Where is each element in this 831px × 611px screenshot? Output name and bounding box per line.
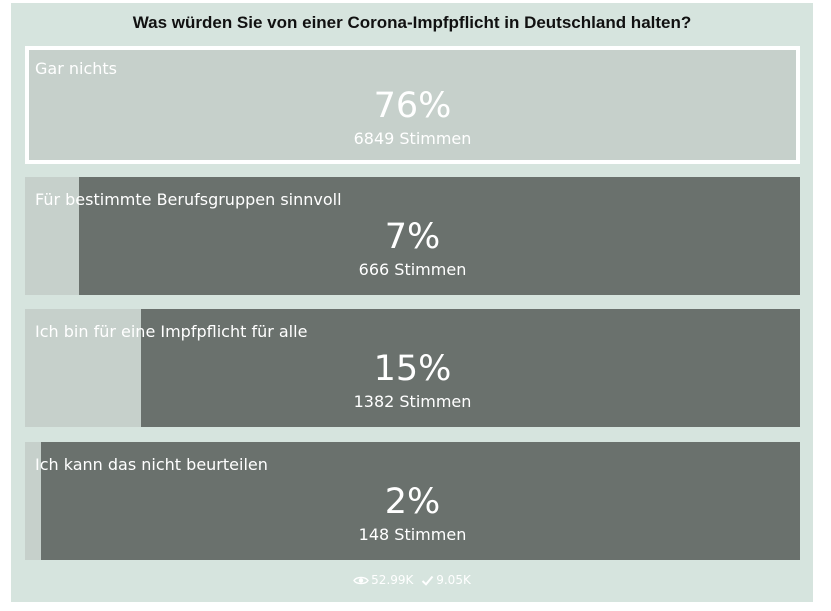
option-votes: 1382 Stimmen xyxy=(353,392,472,411)
option-percent: 7% xyxy=(384,217,441,257)
poll-widget: Was würden Sie von einer Corona-Impfpfli… xyxy=(11,3,813,602)
votes-count: 9.05K xyxy=(436,573,471,587)
option-label: Ich kann das nicht beurteilen xyxy=(35,455,268,474)
percent-fill-bar xyxy=(25,442,41,560)
views-count: 52.99K xyxy=(371,573,414,587)
option-percent: 2% xyxy=(384,482,441,522)
option-label: Ich bin für eine Impfpflicht für alle xyxy=(35,322,308,341)
poll-option-berufsgruppen[interactable]: Für bestimmte Berufsgruppen sinnvoll 7% … xyxy=(25,177,800,295)
option-label: Gar nichts xyxy=(35,59,117,78)
percent-fill-bar xyxy=(25,309,142,427)
option-percent: 15% xyxy=(373,349,452,389)
checkmark-icon xyxy=(421,575,434,586)
views-stat: 52.99K xyxy=(353,573,413,587)
poll-stats: 52.99K 9.05K xyxy=(11,573,813,589)
eye-icon xyxy=(353,575,369,586)
poll-question: Was würden Sie von einer Corona-Impfpfli… xyxy=(132,13,692,32)
option-votes: 148 Stimmen xyxy=(358,525,467,544)
votes-stat: 9.05K xyxy=(421,573,471,587)
option-votes: 666 Stimmen xyxy=(358,260,467,279)
poll-option-impfpflicht-alle[interactable]: Ich bin für eine Impfpflicht für alle 15… xyxy=(25,309,800,427)
option-votes: 6849 Stimmen xyxy=(353,129,472,148)
option-label: Für bestimmte Berufsgruppen sinnvoll xyxy=(35,190,342,209)
poll-option-nicht-beurteilen[interactable]: Ich kann das nicht beurteilen 2% 148 Sti… xyxy=(25,442,800,560)
poll-option-gar-nichts[interactable]: Gar nichts 76% 6849 Stimmen xyxy=(25,46,800,164)
option-percent: 76% xyxy=(373,86,452,126)
percent-fill-bar xyxy=(25,177,80,295)
